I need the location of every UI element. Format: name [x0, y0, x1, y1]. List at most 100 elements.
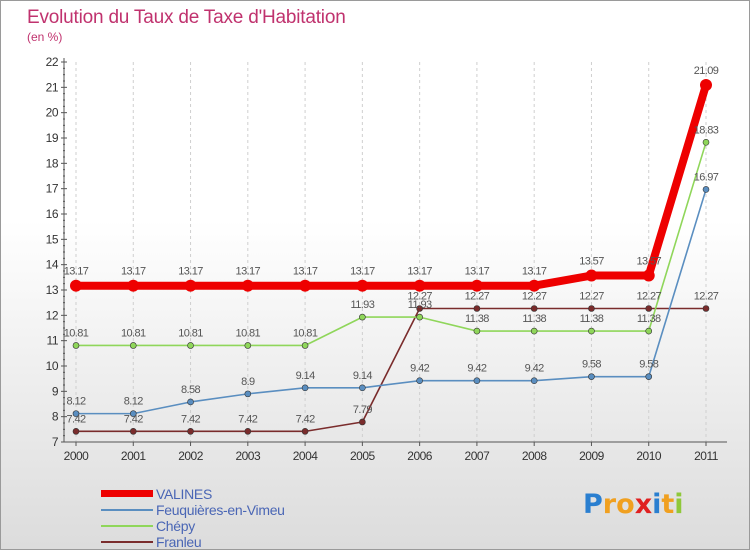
y-tick-label: 13 — [46, 283, 59, 297]
data-label: 13.17 — [64, 266, 89, 278]
legend-item-franleu: Franleu — [101, 534, 321, 550]
y-tick-label: 19 — [46, 131, 59, 145]
data-label: 7.42 — [296, 413, 315, 425]
data-label: 13.57 — [579, 256, 604, 268]
data-point — [184, 279, 197, 292]
logo-letter: x — [634, 489, 653, 520]
data-point — [588, 327, 595, 335]
data-point — [473, 327, 481, 335]
data-point — [528, 279, 541, 292]
legend-label-valines: VALINES — [156, 486, 212, 502]
data-label: 8.12 — [124, 396, 143, 408]
data-label: 8.58 — [181, 384, 200, 396]
data-label: 10.81 — [121, 327, 146, 339]
y-tick-label: 10 — [46, 359, 59, 373]
data-label: 9.14 — [296, 370, 315, 382]
data-point — [244, 390, 252, 398]
data-label: 9.58 — [639, 359, 658, 371]
data-point — [301, 384, 309, 392]
y-tick-label: 12 — [46, 308, 59, 322]
legend-swatch-feuquieres — [101, 509, 153, 511]
data-label: 21.09 — [694, 65, 719, 77]
legend: VALINES Feuquières-en-Vimeu Chépy Franle… — [101, 486, 321, 550]
data-point — [129, 410, 137, 417]
data-point — [301, 342, 309, 349]
x-tick-label: 2010 — [636, 449, 662, 463]
data-point — [588, 305, 595, 312]
data-point — [702, 186, 710, 193]
data-point — [416, 377, 423, 384]
data-label: 8.12 — [66, 396, 85, 408]
series-feuqui-res-en-vimeu — [72, 186, 710, 417]
data-label: 10.81 — [236, 327, 261, 339]
data-label: 9.42 — [467, 363, 486, 375]
y-tick-label: 21 — [46, 80, 59, 94]
data-label: 10.81 — [64, 327, 89, 339]
y-tick-label: 20 — [46, 106, 59, 120]
data-point — [187, 342, 194, 349]
data-label: 13.57 — [636, 256, 661, 268]
data-point — [129, 428, 137, 435]
data-label: 7.42 — [124, 413, 143, 425]
data-label: 13.17 — [121, 266, 146, 278]
x-tick-label: 2007 — [465, 449, 491, 463]
data-label: 13.17 — [350, 266, 375, 278]
legend-swatch-chepy — [101, 525, 153, 527]
logo-letter: o — [616, 489, 635, 520]
x-tick-label: 2009 — [579, 449, 605, 463]
data-point — [530, 327, 538, 335]
data-label: 11.38 — [465, 313, 489, 325]
data-point — [702, 139, 710, 146]
data-label: 12.27 — [522, 290, 547, 302]
data-label: 13.17 — [293, 266, 318, 278]
y-tick-label: 15 — [46, 232, 59, 246]
data-label: 18.83 — [694, 124, 719, 136]
y-tick-label: 18 — [46, 156, 59, 170]
legend-swatch-valines — [101, 490, 153, 497]
data-label: 11.93 — [351, 299, 375, 311]
data-label: 13.17 — [465, 266, 490, 278]
data-label: 13.17 — [407, 266, 432, 278]
data-point — [127, 279, 140, 292]
data-point — [299, 279, 312, 292]
legend-swatch-franleu — [101, 541, 153, 543]
data-label: 9.42 — [410, 363, 429, 375]
data-label: 11.93 — [408, 299, 432, 311]
data-point — [187, 428, 194, 435]
data-point — [530, 305, 538, 312]
data-point — [645, 373, 653, 380]
data-point — [72, 342, 80, 349]
data-point — [70, 279, 82, 292]
data-point — [359, 313, 366, 321]
data-point — [301, 428, 309, 435]
y-tick-label: 11 — [47, 334, 59, 348]
y-tick-label: 17 — [46, 182, 59, 196]
data-label: 12.27 — [407, 290, 432, 302]
data-point — [473, 377, 481, 384]
proxiti-logo: Proxiti — [583, 489, 684, 520]
series-ch-py — [72, 139, 710, 349]
data-point — [359, 384, 366, 392]
data-point — [645, 305, 653, 312]
y-tick-label: 22 — [46, 55, 59, 69]
logo-letter: r — [602, 489, 617, 520]
data-label: 10.81 — [178, 327, 203, 339]
data-label: 9.58 — [582, 359, 601, 371]
data-label: 9.14 — [353, 370, 372, 382]
data-point — [645, 327, 653, 335]
data-point — [416, 305, 423, 312]
y-tick-label: 7 — [52, 435, 59, 449]
data-point — [588, 373, 595, 380]
legend-item-chepy: Chépy — [101, 518, 321, 534]
data-label: 12.27 — [579, 290, 604, 302]
data-point — [700, 79, 712, 92]
legend-item-valines: VALINES — [101, 486, 321, 502]
data-label: 11.38 — [637, 313, 661, 325]
legend-label-feuquieres: Feuquières-en-Vimeu — [156, 502, 285, 518]
x-tick-label: 2000 — [64, 449, 90, 463]
data-point — [470, 279, 483, 292]
x-tick-label: 2001 — [121, 449, 147, 463]
legend-label-franleu: Franleu — [156, 534, 202, 550]
x-tick-label: 2003 — [235, 449, 261, 463]
